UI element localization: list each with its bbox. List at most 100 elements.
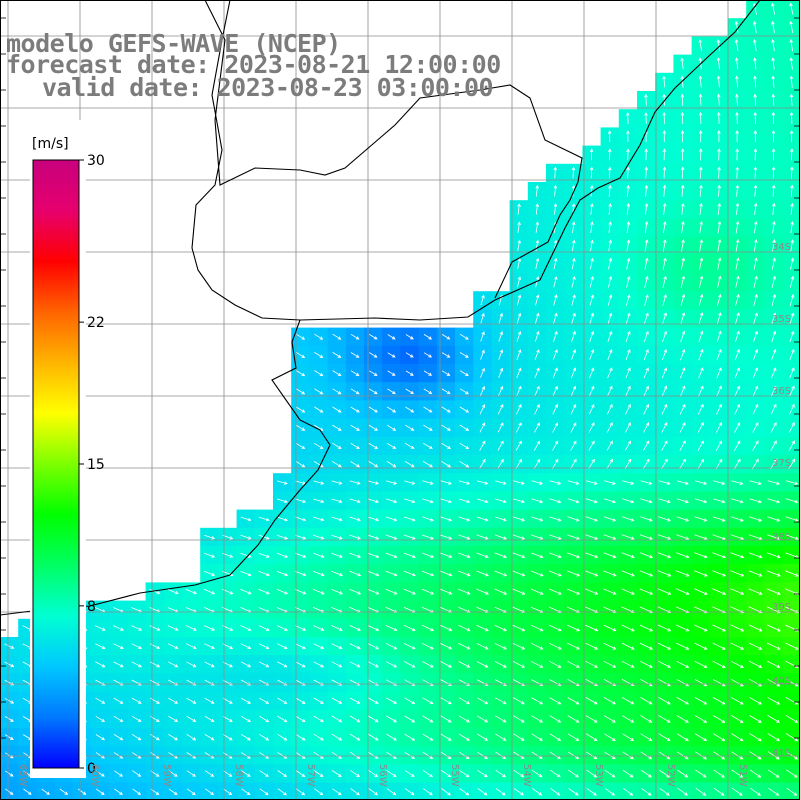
wind-arrow xyxy=(590,221,594,233)
wind-arrow xyxy=(367,552,380,558)
wind-arrow xyxy=(717,202,722,216)
wind-arrow xyxy=(349,643,361,650)
wind-arrow xyxy=(349,516,361,522)
wind-arrow xyxy=(385,625,398,631)
wind-arrow xyxy=(259,715,270,723)
field-cell xyxy=(637,418,656,438)
wind-arrow xyxy=(295,333,306,340)
wind-arrow xyxy=(717,166,721,179)
wind-arrow xyxy=(606,458,614,470)
wind-arrow xyxy=(367,643,380,650)
wind-arrow xyxy=(771,348,777,361)
wind-arrow xyxy=(790,184,794,197)
wind-arrow xyxy=(385,534,398,540)
wind-arrow xyxy=(588,458,595,470)
field-cell xyxy=(618,418,638,438)
field-cell xyxy=(254,782,274,800)
wind-arrow xyxy=(497,404,504,415)
wind-arrow xyxy=(403,643,416,650)
wind-arrow xyxy=(643,385,649,397)
wind-arrow xyxy=(295,516,307,522)
wind-arrow xyxy=(259,661,270,668)
wind-arrow xyxy=(313,461,324,468)
wind-arrow xyxy=(494,661,507,668)
wind-arrow xyxy=(643,422,650,433)
field-cell xyxy=(782,18,800,37)
wind-arrow xyxy=(277,661,288,668)
field-cell xyxy=(473,782,492,800)
wind-arrow xyxy=(568,788,579,796)
wind-arrow xyxy=(441,352,451,358)
wind-arrow xyxy=(404,733,416,741)
field-cell xyxy=(436,782,456,800)
wind-arrow xyxy=(313,480,325,485)
wind-arrow xyxy=(640,715,653,723)
longitude-label: 52W xyxy=(665,764,676,787)
wind-arrow xyxy=(332,406,342,413)
wind-arrow xyxy=(694,516,708,522)
field-cell xyxy=(236,782,256,800)
valid-date: valid date: 2023-08-23 03:00:00 xyxy=(42,73,494,102)
wind-arrow xyxy=(185,625,197,631)
wind-arrow xyxy=(789,385,795,397)
wind-arrow xyxy=(132,770,142,777)
field-cell xyxy=(764,418,784,438)
wind-arrow xyxy=(476,480,489,485)
wind-arrow xyxy=(713,751,726,760)
wind-arrow xyxy=(167,643,179,649)
wind-arrow xyxy=(748,570,763,577)
wind-arrow xyxy=(422,769,433,778)
wind-arrow xyxy=(589,312,595,324)
wind-arrow xyxy=(588,440,595,451)
field-cell xyxy=(491,455,511,474)
field-cell xyxy=(182,782,201,800)
wind-arrow xyxy=(168,715,179,723)
wind-arrow xyxy=(643,403,649,415)
wind-arrow xyxy=(661,403,668,415)
wind-arrow xyxy=(295,388,306,395)
wind-arrow xyxy=(567,606,581,613)
longitude-label: 54W xyxy=(521,764,532,787)
field-cell xyxy=(746,455,765,474)
wind-arrow xyxy=(549,552,562,559)
latitude-label: 37S xyxy=(772,458,791,469)
wind-arrow xyxy=(149,625,161,631)
wind-arrow xyxy=(131,697,142,704)
wind-arrow xyxy=(785,642,799,650)
wind-arrow xyxy=(606,422,613,433)
wind-arrow xyxy=(459,406,470,413)
wind-arrow xyxy=(642,458,650,470)
wind-arrow xyxy=(441,788,451,796)
wind-arrow xyxy=(643,440,650,451)
field-cell xyxy=(782,618,800,638)
field-cell xyxy=(746,436,765,456)
wind-arrow xyxy=(441,406,451,413)
wind-arrow xyxy=(476,588,489,595)
wind-arrow xyxy=(294,534,307,540)
field-cell xyxy=(637,436,656,456)
wind-arrow xyxy=(277,733,288,741)
wind-arrow xyxy=(585,624,599,632)
wind-arrow xyxy=(734,348,740,361)
wind-arrow xyxy=(567,751,580,760)
coastline xyxy=(0,0,761,616)
field-cell xyxy=(782,582,800,602)
wind-arrow xyxy=(479,440,486,451)
wind-arrow xyxy=(349,715,361,723)
wind-arrow xyxy=(313,715,324,723)
wind-arrow xyxy=(422,661,434,668)
wind-arrow xyxy=(662,111,666,124)
wind-arrow xyxy=(680,184,685,197)
wind-arrow xyxy=(735,220,740,234)
wind-arrow xyxy=(753,257,758,270)
wind-arrow xyxy=(276,498,288,503)
wind-arrow xyxy=(368,788,379,796)
wind-arrow xyxy=(698,330,704,343)
field-cell xyxy=(527,455,547,474)
wind-arrow xyxy=(607,312,613,324)
wind-arrow xyxy=(259,788,269,796)
wind-arrow xyxy=(204,697,215,704)
wind-arrow xyxy=(553,312,558,324)
wind-arrow xyxy=(735,93,739,106)
wind-arrow xyxy=(694,606,708,614)
